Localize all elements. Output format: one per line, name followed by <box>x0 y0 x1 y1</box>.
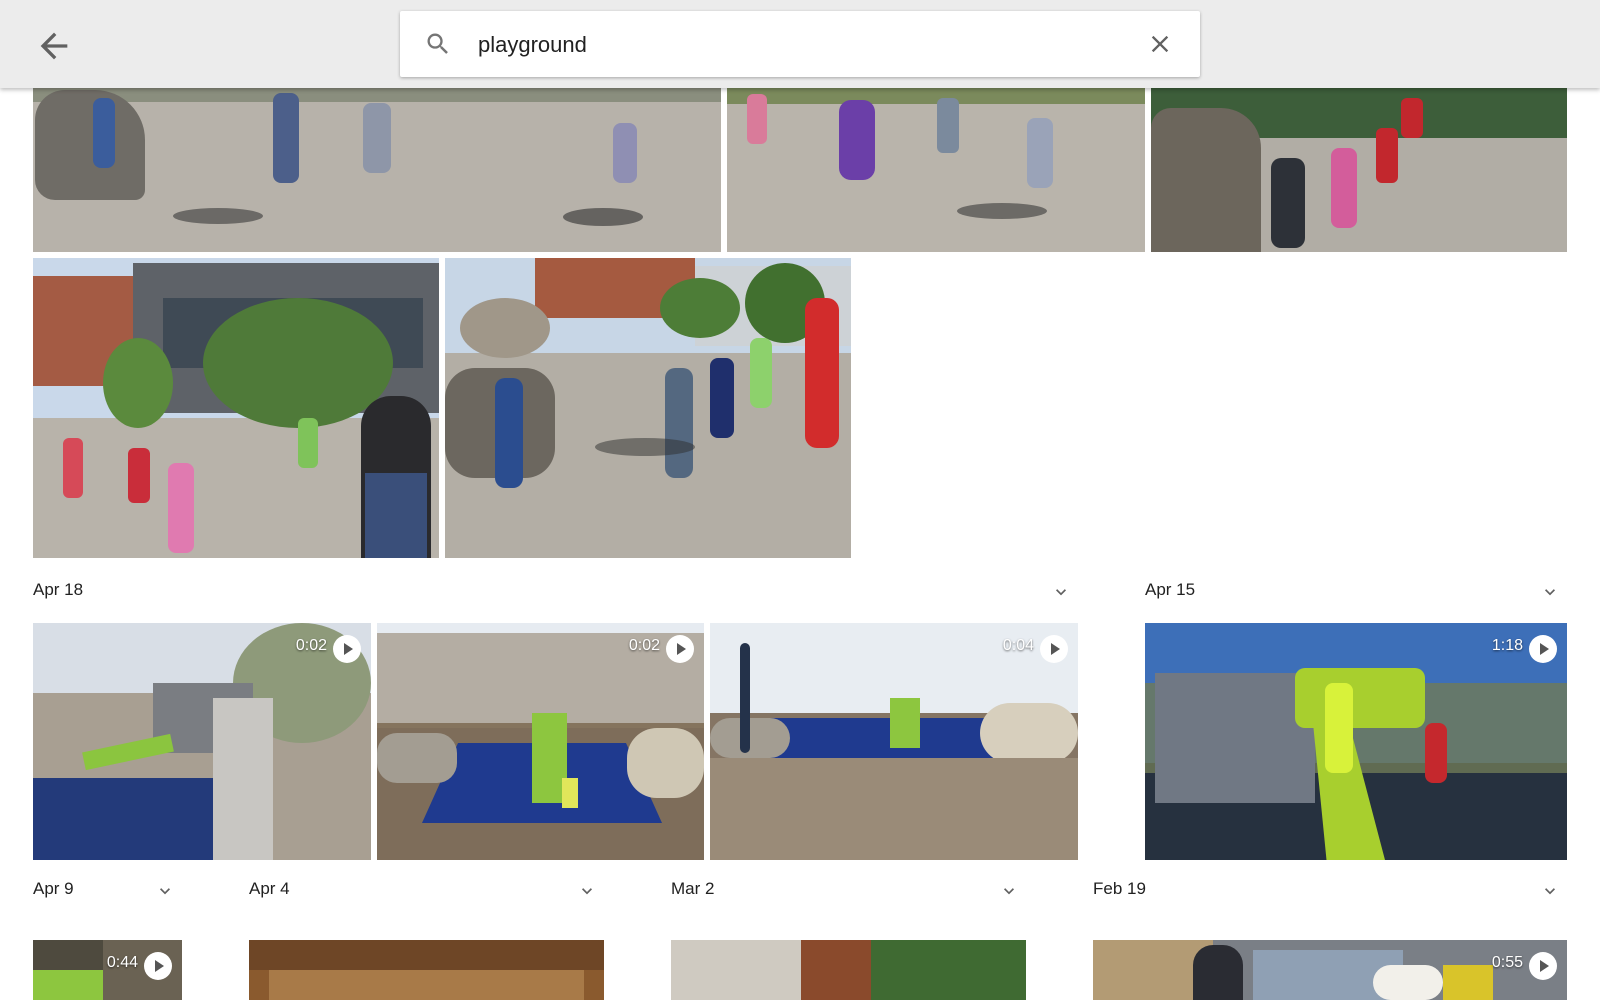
photo-thumbnail[interactable] <box>33 258 439 558</box>
chevron-down-icon[interactable] <box>999 881 1019 901</box>
chevron-down-icon[interactable] <box>155 881 175 901</box>
close-icon[interactable] <box>1146 30 1174 58</box>
search-input[interactable] <box>476 25 1120 65</box>
chevron-down-icon[interactable] <box>1540 582 1560 602</box>
photo-thumbnail[interactable] <box>1151 88 1567 252</box>
video-thumbnail[interactable]: 0:55 <box>1093 940 1567 1000</box>
video-thumbnail[interactable]: 0:04 <box>710 623 1078 860</box>
play-icon[interactable] <box>1529 952 1557 980</box>
video-duration: 1:18 <box>1491 637 1523 654</box>
photo-thumbnail[interactable] <box>33 88 721 252</box>
search-box <box>400 11 1200 77</box>
section-date-apr-9: Apr 9 <box>33 879 74 898</box>
play-icon[interactable] <box>1529 635 1557 663</box>
video-duration: 0:44 <box>106 954 138 971</box>
chevron-down-icon[interactable] <box>1051 582 1071 602</box>
photo-grid: Apr 18 Apr 15 0:02 0:02 0:04 <box>0 88 1600 1000</box>
section-date-apr-18: Apr 18 <box>33 580 84 599</box>
arrow-back-icon[interactable] <box>34 26 74 66</box>
photo-thumbnail[interactable] <box>249 940 604 1000</box>
video-duration: 0:02 <box>628 637 660 654</box>
photo-thumbnail[interactable] <box>445 258 851 558</box>
chevron-down-icon[interactable] <box>577 881 597 901</box>
section-date-apr-4: Apr 4 <box>249 879 290 898</box>
play-icon[interactable] <box>1040 635 1068 663</box>
photo-thumbnail[interactable] <box>727 88 1145 252</box>
video-thumbnail[interactable]: 0:44 <box>33 940 182 1000</box>
search-icon[interactable] <box>424 30 452 58</box>
video-thumbnail[interactable]: 1:18 <box>1145 623 1567 860</box>
video-thumbnail[interactable]: 0:02 <box>377 623 704 860</box>
play-icon[interactable] <box>333 635 361 663</box>
top-app-bar <box>0 0 1600 88</box>
section-date-feb-19: Feb 19 <box>1093 879 1146 898</box>
play-icon[interactable] <box>144 952 172 980</box>
photo-thumbnail[interactable] <box>671 940 1026 1000</box>
play-icon[interactable] <box>666 635 694 663</box>
section-date-apr-15: Apr 15 <box>1145 580 1196 599</box>
video-duration: 0:55 <box>1491 954 1523 971</box>
video-duration: 0:04 <box>1002 637 1034 654</box>
video-thumbnail[interactable]: 0:02 <box>33 623 371 860</box>
section-date-mar-2: Mar 2 <box>671 879 715 898</box>
chevron-down-icon[interactable] <box>1540 881 1560 901</box>
video-duration: 0:02 <box>295 637 327 654</box>
